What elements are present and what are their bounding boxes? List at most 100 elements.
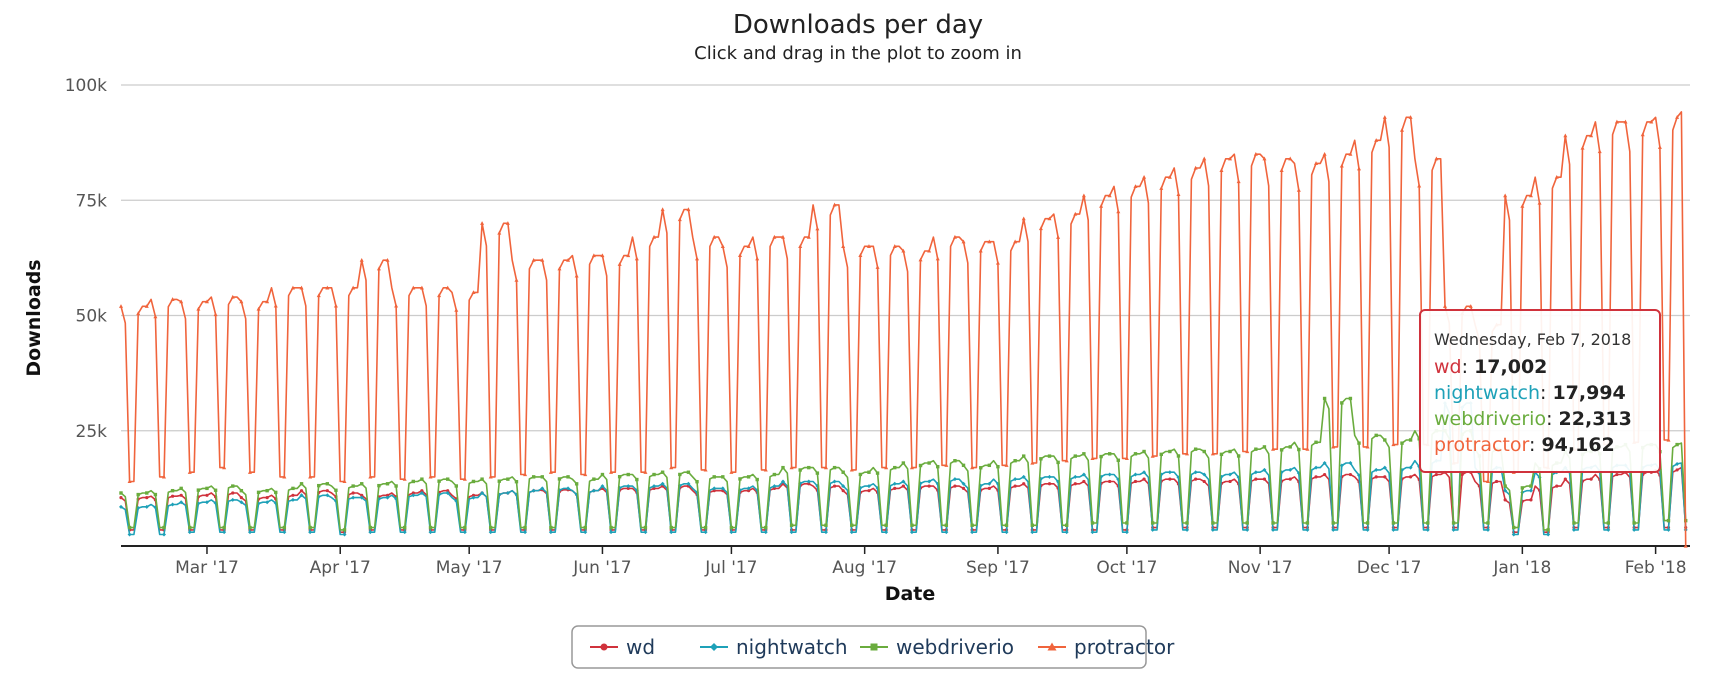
data-point-webdriverio xyxy=(196,488,201,492)
data-point-protractor xyxy=(600,253,605,258)
data-point-webdriverio xyxy=(1116,458,1120,462)
data-point-protractor xyxy=(1202,156,1207,161)
data-point-nightwatch xyxy=(1133,472,1138,477)
data-point-wd xyxy=(1529,498,1533,502)
legend-item-wd[interactable]: wd xyxy=(590,635,655,659)
data-point-nightwatch xyxy=(247,530,252,535)
data-point-webdriverio xyxy=(832,465,837,470)
data-point-wd xyxy=(1460,472,1464,477)
data-point-wd xyxy=(1108,479,1112,484)
data-point-protractor xyxy=(411,285,416,290)
data-point-protractor xyxy=(299,285,304,290)
data-point-wd xyxy=(1434,472,1438,477)
data-point-webdriverio xyxy=(351,484,355,488)
data-point-webdriverio xyxy=(403,525,407,530)
data-point-nightwatch xyxy=(299,493,304,498)
data-point-webdriverio xyxy=(1073,454,1077,458)
data-point-protractor xyxy=(1365,444,1370,449)
data-point-nightwatch xyxy=(1546,532,1551,537)
data-point-webdriverio xyxy=(1666,518,1671,523)
data-point-nightwatch xyxy=(1124,530,1129,535)
legend-item-nightwatch[interactable]: nightwatch xyxy=(700,635,848,659)
data-point-webdriverio xyxy=(342,528,347,532)
data-point-nightwatch xyxy=(1150,527,1155,532)
data-point-wd xyxy=(1314,475,1318,479)
data-point-wd xyxy=(1374,475,1378,479)
data-point-nightwatch xyxy=(609,530,614,535)
data-point-nightwatch xyxy=(1391,527,1396,532)
data-point-protractor xyxy=(1675,115,1680,119)
data-point-webdriverio xyxy=(1632,521,1636,525)
data-point-wd xyxy=(712,489,716,493)
data-point-nightwatch xyxy=(823,530,828,535)
data-point-nightwatch xyxy=(1185,527,1190,532)
data-point-webdriverio xyxy=(282,525,287,530)
data-point-webdriverio xyxy=(1228,449,1232,454)
legend-box xyxy=(571,625,1147,669)
data-point-nightwatch xyxy=(531,488,536,493)
x-axis-ticks: Mar '17 Apr '17 May '17 Jun '17 Jul '17 Aug '… xyxy=(175,546,1687,578)
data-point-protractor xyxy=(428,474,433,479)
data-point-protractor xyxy=(720,244,725,248)
data-point-protractor xyxy=(1589,133,1594,138)
data-point-protractor xyxy=(480,221,485,225)
data-point-wd xyxy=(1348,472,1353,477)
data-point-nightwatch xyxy=(265,500,270,505)
data-point-webdriverio xyxy=(1374,433,1378,438)
data-point-protractor xyxy=(634,256,639,261)
data-point-protractor xyxy=(755,256,760,261)
data-point-webdriverio xyxy=(970,523,974,527)
data-point-nightwatch xyxy=(204,500,209,505)
data-point-protractor xyxy=(127,479,132,484)
data-point-nightwatch xyxy=(763,530,768,535)
data-point-webdriverio xyxy=(1451,521,1456,525)
data-point-wd xyxy=(927,484,931,488)
data-point-webdriverio xyxy=(936,464,940,469)
legend-marker xyxy=(710,643,718,651)
data-point-wd xyxy=(411,491,415,495)
data-point-nightwatch xyxy=(1382,465,1387,470)
data-point-protractor xyxy=(1176,192,1181,197)
data-point-protractor xyxy=(1150,453,1155,458)
data-point-webdriverio xyxy=(308,525,312,530)
data-point-protractor xyxy=(617,262,622,266)
data-point-wd xyxy=(385,493,390,497)
data-point-nightwatch xyxy=(1202,472,1207,477)
data-point-nightwatch xyxy=(789,530,794,535)
data-point-nightwatch xyxy=(1090,530,1095,535)
data-point-protractor xyxy=(1185,451,1190,456)
data-point-wd xyxy=(747,489,751,493)
data-point-webdriverio xyxy=(531,475,536,479)
data-point-protractor xyxy=(935,256,940,261)
data-point-protractor xyxy=(385,257,390,262)
data-point-wd xyxy=(325,489,329,493)
data-point-protractor xyxy=(1210,451,1215,456)
tooltip-series-name: webdriverio xyxy=(1434,408,1546,430)
data-point-webdriverio xyxy=(721,475,725,479)
data-point-nightwatch xyxy=(591,488,596,493)
data-point-nightwatch xyxy=(909,530,914,535)
data-point-protractor xyxy=(1348,151,1353,156)
x-tick-label: Jul '17 xyxy=(704,558,757,578)
data-point-nightwatch xyxy=(222,530,227,535)
data-point-protractor xyxy=(695,256,700,261)
data-point-wd xyxy=(1555,484,1559,488)
data-point-protractor xyxy=(1563,133,1568,138)
legend-item-protractor[interactable]: protractor xyxy=(1038,635,1175,659)
data-point-protractor xyxy=(1442,304,1447,308)
data-point-nightwatch xyxy=(505,490,510,495)
data-point-protractor xyxy=(1124,456,1129,461)
data-point-nightwatch xyxy=(1047,474,1052,479)
data-point-wd xyxy=(1073,482,1077,486)
data-point-nightwatch xyxy=(402,530,407,535)
data-point-nightwatch xyxy=(1425,527,1430,532)
data-point-webdriverio xyxy=(1056,460,1060,465)
data-point-nightwatch xyxy=(179,500,184,505)
data-point-webdriverio xyxy=(1503,484,1507,488)
legend: wd nightwatch webdriverio protractor xyxy=(571,625,1175,669)
data-point-webdriverio xyxy=(1357,441,1361,445)
data-point-protractor xyxy=(1623,119,1628,124)
legend-item-webdriverio[interactable]: webdriverio xyxy=(860,635,1014,659)
x-tick-label: Apr '17 xyxy=(310,558,371,578)
